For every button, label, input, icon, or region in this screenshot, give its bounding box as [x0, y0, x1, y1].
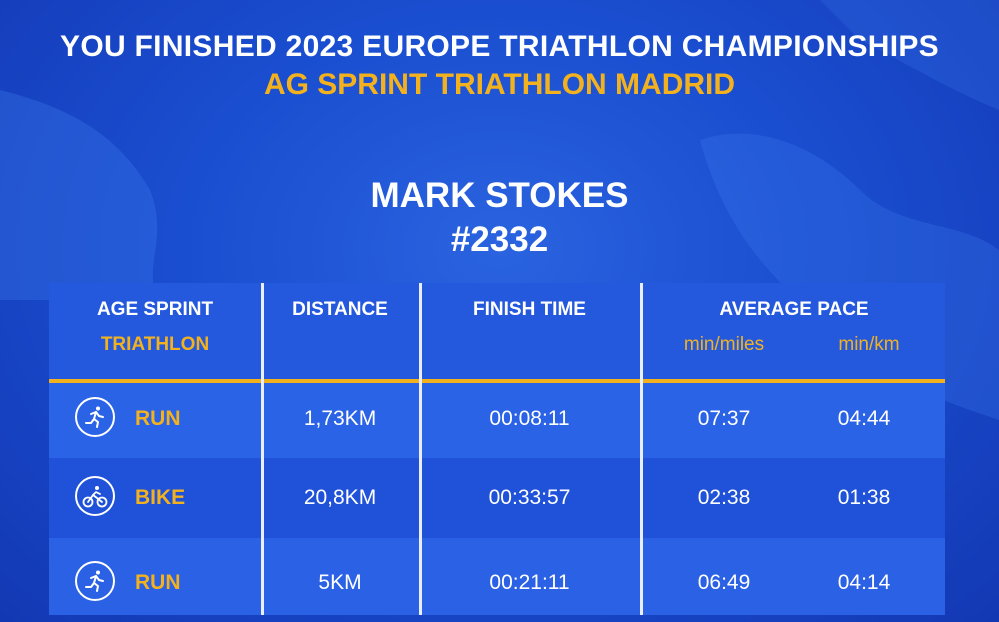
finish-time-value: 00:21:11	[489, 571, 570, 594]
event-subtitle: AG SPRINT TRIATHLON MADRID	[263, 68, 736, 101]
athlete-name: MARK STOKES	[370, 176, 629, 215]
header-finish-time: FINISH TIME	[473, 299, 586, 320]
pace-km-value: 04:14	[837, 571, 891, 594]
table-row	[49, 538, 945, 615]
header-category: AGE SPRINT	[96, 299, 214, 320]
header-distance: DISTANCE	[292, 299, 388, 320]
results-table: AGE SPRINT TRIATHLON DISTANCE FINISH TIM…	[49, 283, 945, 615]
running-icon	[75, 561, 115, 601]
column-divider	[261, 283, 264, 615]
table-row	[49, 383, 945, 458]
pace-km-value: 01:38	[837, 486, 891, 509]
unit-min-km: min/km	[838, 334, 900, 355]
finish-time-value: 00:33:57	[488, 486, 571, 509]
distance-value: 5KM	[318, 571, 362, 594]
header-divider	[49, 379, 945, 383]
table-header	[49, 283, 945, 379]
discipline-label: RUN	[135, 571, 181, 594]
cycling-icon	[75, 476, 115, 516]
running-icon	[75, 397, 115, 437]
discipline-label: RUN	[135, 407, 181, 430]
header-category-sub: TRIATHLON	[100, 334, 210, 355]
distance-value: 1,73KM	[303, 407, 377, 430]
athlete-bib-number: #2332	[450, 220, 549, 259]
pace-miles-value: 07:37	[697, 407, 751, 430]
finish-time-value: 00:08:11	[489, 407, 570, 430]
distance-value: 20,8KM	[303, 486, 377, 509]
pace-km-value: 04:44	[837, 407, 891, 430]
discipline-label: BIKE	[135, 486, 186, 509]
table-row	[49, 458, 945, 538]
column-divider	[419, 283, 422, 615]
pace-miles-value: 02:38	[697, 486, 751, 509]
unit-min-miles: min/miles	[683, 334, 765, 355]
column-divider	[640, 283, 643, 615]
header-average-pace: AVERAGE PACE	[719, 299, 869, 320]
pace-miles-value: 06:49	[697, 571, 751, 594]
event-title: YOU FINISHED 2023 EUROPE TRIATHLON CHAMP…	[60, 30, 939, 63]
